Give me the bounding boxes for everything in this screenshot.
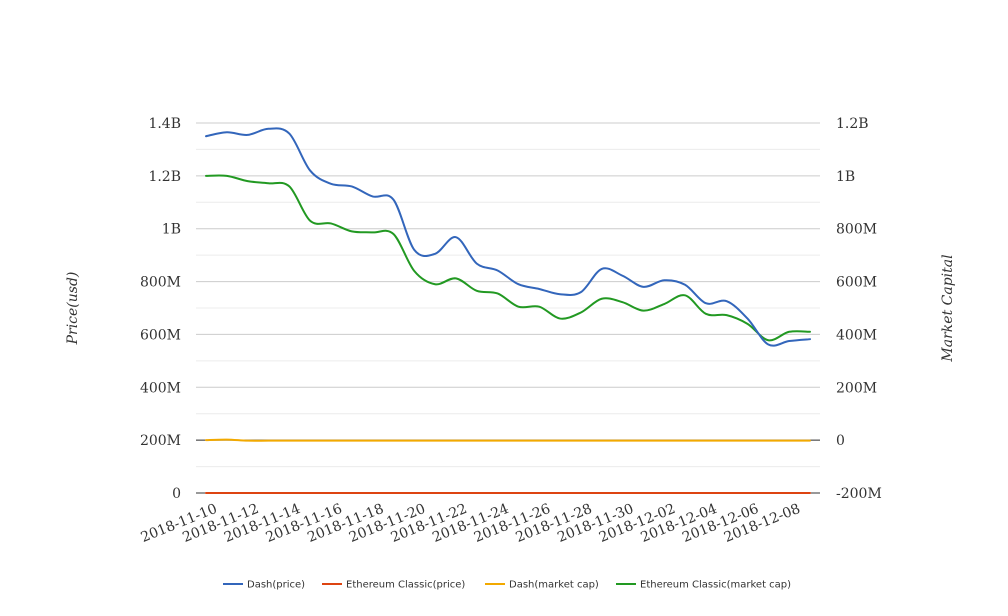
y-axis-right: -200M 0 200M 400M 600M 800M 1B 1.2B [836, 116, 882, 502]
y-left-tick-label: 800M [140, 275, 181, 291]
y-left-tick-label: 200M [140, 433, 181, 449]
legend-label: Ethereum Classic(price) [346, 580, 465, 591]
y-right-tick-label: 200M [836, 380, 877, 396]
legend-label: Ethereum Classic(market cap) [640, 580, 791, 591]
y-right-tick-label: 1B [836, 169, 855, 185]
series-line-dash-price [205, 127, 811, 347]
grid-layer [196, 122, 820, 494]
y-right-tick-label: 0 [836, 433, 845, 449]
legend: Dash(price) Ethereum Classic(price) Dash(m… [223, 580, 791, 591]
x-axis: 2018-11-102018-11-122018-11-142018-11-16… [139, 501, 803, 546]
series-layer [205, 127, 811, 495]
y-left-tick-label: 0 [172, 486, 181, 502]
y-left-tick-label: 400M [140, 380, 181, 396]
y-right-tick-label: 800M [836, 222, 877, 238]
legend-label: Dash(price) [247, 580, 305, 591]
y-right-tick-label: 600M [836, 275, 877, 291]
y-right-tick-label: 400M [836, 327, 877, 343]
legend-label: Dash(market cap) [509, 580, 599, 591]
y-right-tick-label: -200M [836, 486, 882, 502]
y-left-tick-label: 1.2B [148, 169, 181, 185]
y-left-tick-label: 1B [162, 222, 181, 238]
y-right-tick-label: 1.2B [836, 116, 869, 132]
y-axis-left: 0 200M 400M 600M 800M 1B 1.2B 1.4B [140, 116, 181, 502]
y-axis-left-title: Price(usd) [65, 272, 81, 346]
y-left-tick-label: 1.4B [148, 116, 181, 132]
series-line-dash-market-cap [205, 438, 811, 442]
y-left-tick-label: 600M [140, 327, 181, 343]
series-line-ethereum-classic-market-cap [205, 174, 811, 342]
y-axis-right-title: Market Capital [940, 254, 956, 362]
